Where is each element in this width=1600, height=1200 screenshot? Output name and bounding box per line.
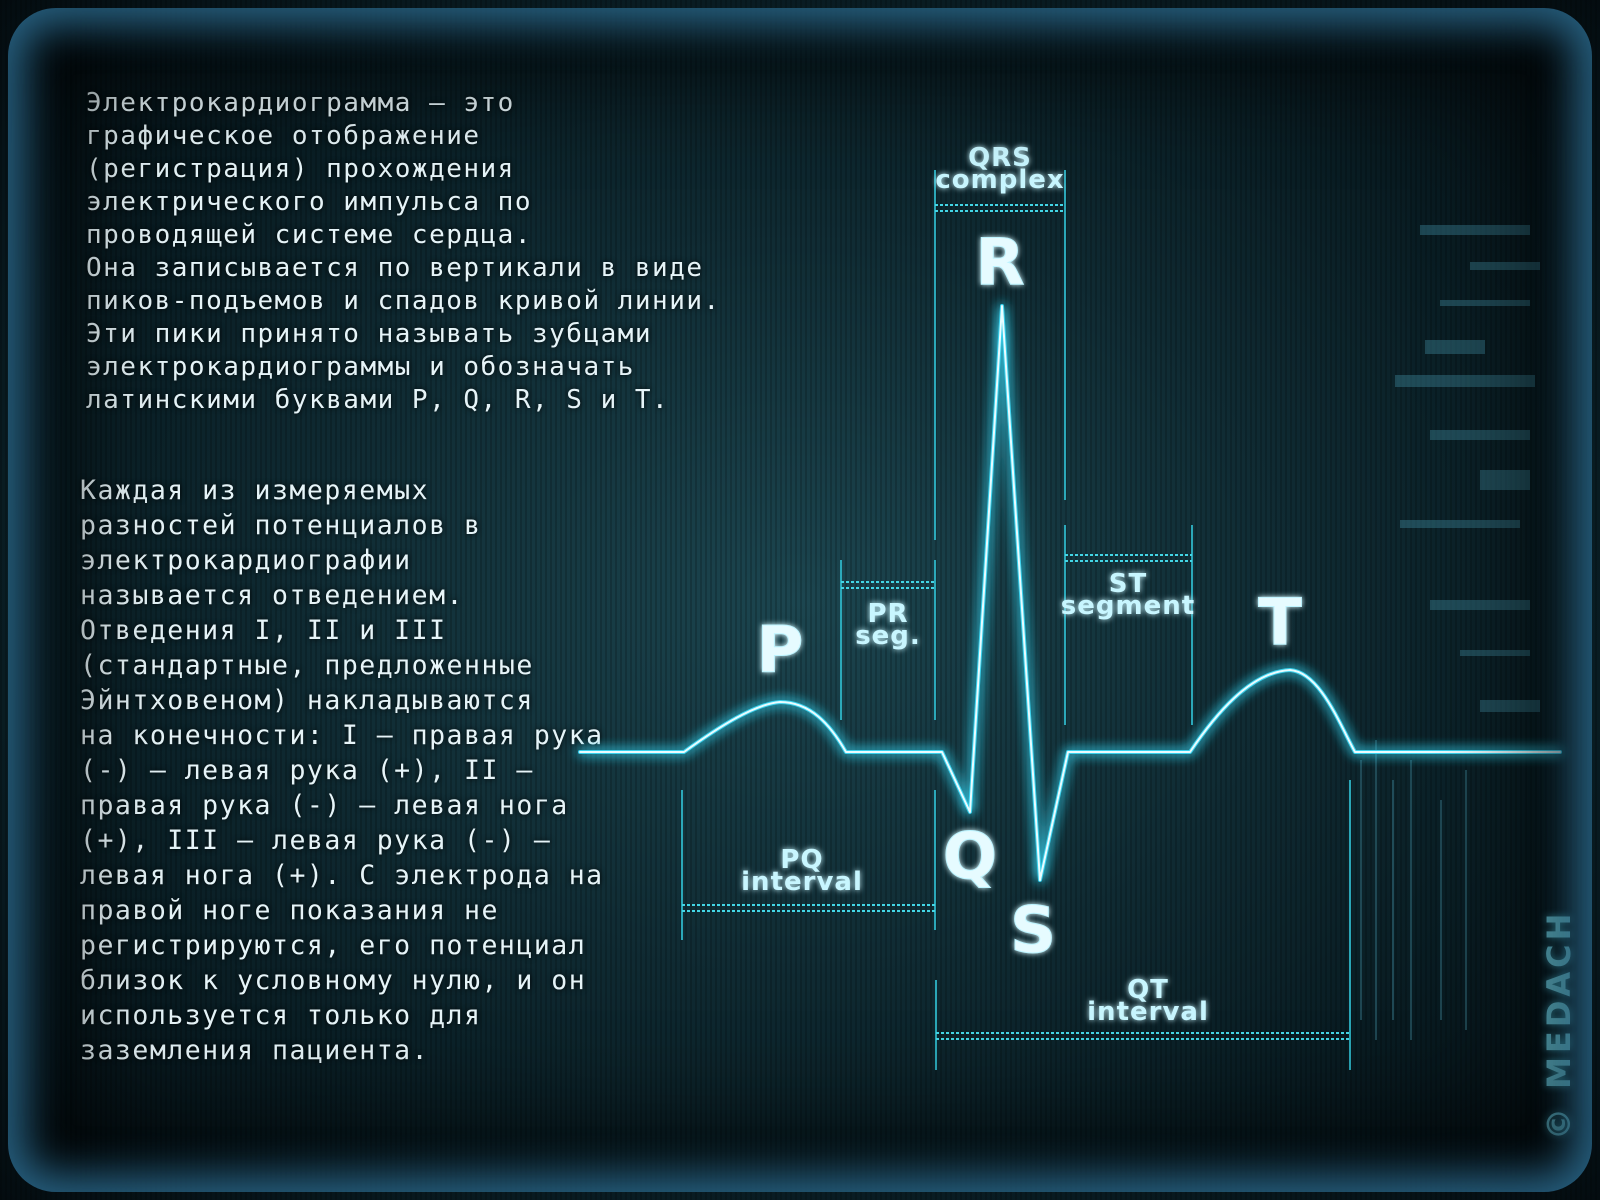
interval-bars: [682, 204, 1350, 1040]
leads-line: электрокардиографии: [80, 545, 412, 576]
leads-line: Эйнтховеном) накладываются: [80, 685, 534, 716]
leads-line: используется только для: [80, 1000, 482, 1031]
intro-line: электрического импульса по: [86, 187, 532, 217]
wave-label-t: T: [1258, 586, 1302, 660]
leads-line: разностей потенциалов в: [80, 510, 482, 541]
leads-line: на конечности: I — правая рука: [80, 720, 604, 751]
leads-line: регистрируются, его потенциал: [80, 930, 587, 961]
wave-label-p: P: [757, 614, 804, 688]
intro-line: (регистрация) прохождения: [86, 154, 515, 184]
qrs-label-line2: complex: [935, 165, 1064, 195]
leads-line: (+), III — левая рука (-) —: [80, 825, 552, 856]
intro-line: Эти пики принято называть зубцами: [86, 319, 653, 349]
guide-lines: [681, 170, 1351, 1070]
st-label-line1: ST: [1109, 569, 1147, 599]
leads-line: называется отведением.: [80, 580, 464, 611]
wave-label-q: Q: [943, 820, 997, 894]
intro-line: латинскими буквами P, Q, R, S и T.: [86, 385, 670, 415]
copyright-watermark: © MEDACH: [1540, 909, 1578, 1140]
intro-line: графическое отображение: [86, 121, 481, 151]
leads-line: правая рука (-) — левая нога: [80, 790, 569, 821]
intro-line: пиков-подъемов и спадов кривой линии.: [86, 286, 721, 316]
leads-paragraph: Каждая из измеряемых разностей потенциало…: [80, 473, 604, 1068]
intro-paragraph: Электрокардиограмма – это графическое ото…: [86, 87, 721, 417]
qt-label-line2: interval: [1087, 997, 1209, 1027]
leads-line: Каждая из измеряемых: [80, 475, 430, 506]
wave-label-r: R: [975, 226, 1024, 300]
pq-label-line1: PQ: [780, 845, 823, 875]
intro-line: Электрокардиограмма – это: [86, 88, 515, 118]
leads-line: левая нога (+). С электрода на: [80, 860, 604, 891]
leads-line: Отведения I, II и III: [80, 615, 447, 646]
intro-line: проводящей системе сердца.: [86, 220, 532, 250]
qrs-label-line1: QRS: [968, 143, 1032, 173]
pq-label-line2: interval: [741, 867, 863, 897]
intro-line: электрокардиограммы и обозначать: [86, 352, 635, 382]
intro-line: Она записывается по вертикали в виде: [86, 253, 704, 283]
leads-line: близок к условному нулю, и он: [80, 965, 587, 996]
ecg-trace-core: [579, 305, 1561, 881]
wave-label-s: S: [1010, 894, 1056, 968]
leads-line: (-) — левая рука (+), II —: [80, 755, 534, 786]
pr-label-line2: seg.: [855, 621, 921, 651]
st-label-line2: segment: [1061, 591, 1195, 621]
leads-line: правой ноге показания не: [80, 895, 499, 926]
pr-label-line1: PR: [867, 599, 908, 629]
leads-line: заземления пациента.: [80, 1035, 430, 1066]
qt-label-line1: QT: [1127, 975, 1169, 1005]
leads-line: (стандартные, предложенные: [80, 650, 534, 681]
decorative-tech-blocks: [1360, 225, 1540, 1040]
